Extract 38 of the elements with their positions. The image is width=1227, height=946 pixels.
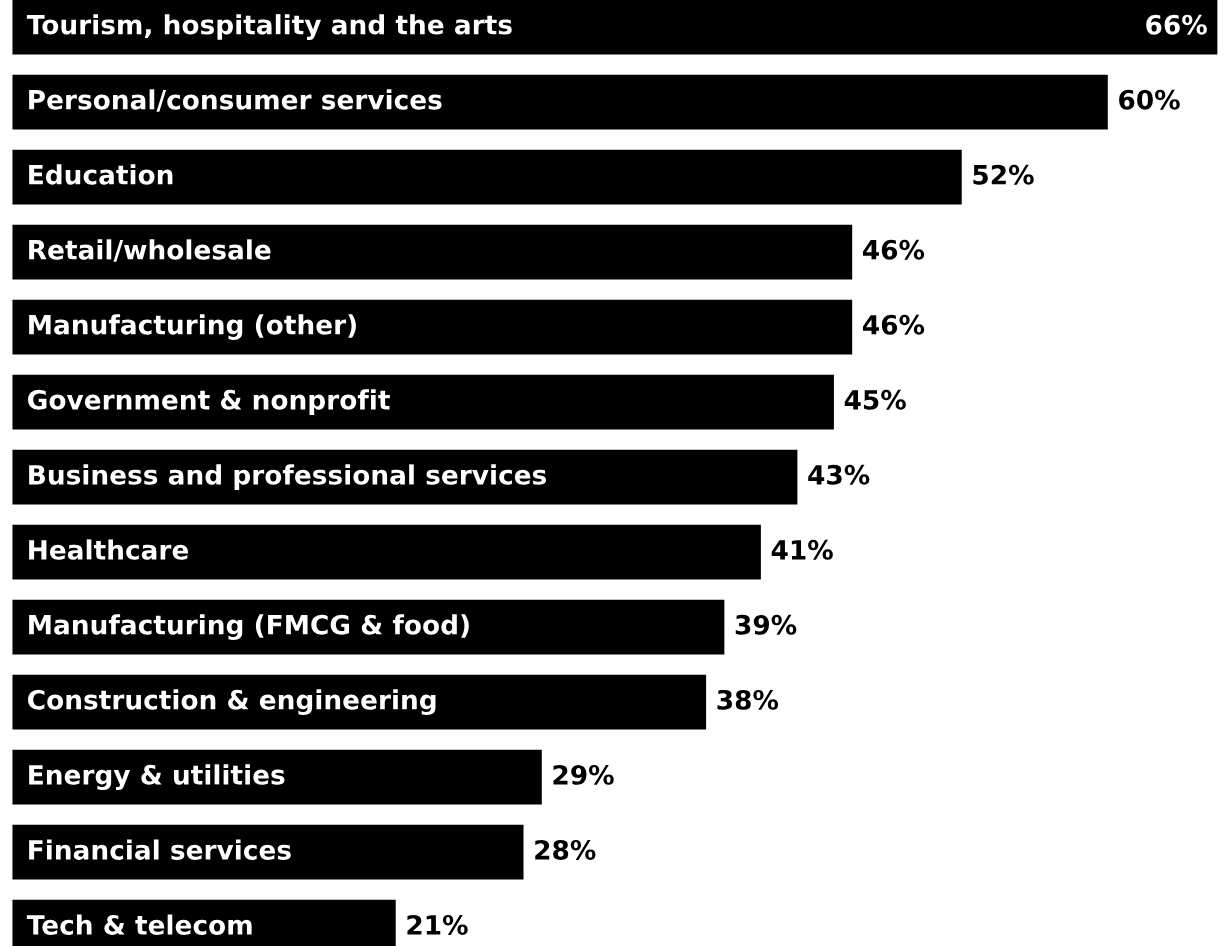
bar [12, 374, 834, 430]
bar [12, 449, 798, 505]
data-label: 60% [1119, 89, 1180, 110]
data-label: 46% [863, 239, 925, 260]
y-tick-label: Education [29, 164, 173, 185]
y-tick-label: Financial services [29, 839, 291, 860]
bar [12, 599, 725, 655]
data-label: 28% [535, 839, 596, 860]
y-tick-label: Energy & utilities [29, 764, 285, 791]
data-label: 46% [863, 314, 925, 335]
data-label: 52% [973, 164, 1034, 185]
y-tick-label: Healthcare [29, 539, 189, 560]
data-label: 43% [808, 464, 870, 485]
y-tick-label: Personal/consumer services [29, 89, 442, 112]
bar [12, 524, 761, 580]
bar [12, 74, 1108, 130]
y-tick-label: Tech & telecom [26, 914, 252, 935]
bar [12, 149, 962, 205]
bar [12, 299, 853, 355]
bar [12, 0, 1218, 55]
data-label: 29% [553, 764, 614, 785]
data-label: 45% [844, 389, 906, 410]
data-label: 38% [717, 689, 779, 710]
bar [12, 749, 542, 805]
y-tick-label: Retail/wholesale [29, 239, 271, 262]
bar [12, 224, 853, 280]
data-label: 66% [1146, 14, 1207, 35]
y-tick-label: Manufacturing (other) [29, 314, 356, 340]
y-tick-label: Business and professional services [29, 464, 547, 490]
data-label: 39% [735, 614, 797, 635]
y-tick-label: Construction & engineering [28, 689, 436, 716]
y-tick-label: Tourism, hospitality and the arts [26, 14, 512, 40]
y-tick-label: Manufacturing (FMCG & food) [29, 614, 469, 641]
bar [12, 824, 524, 880]
data-label: 21% [407, 914, 468, 935]
data-label: 41% [771, 539, 833, 560]
y-tick-label: Government & nonprofit [28, 389, 390, 415]
bar [12, 674, 707, 730]
